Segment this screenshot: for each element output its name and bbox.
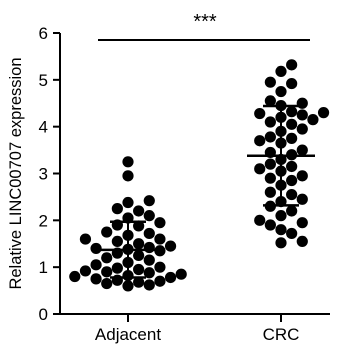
data-point xyxy=(154,217,166,229)
data-point xyxy=(175,268,187,280)
axes xyxy=(59,33,330,315)
data-point xyxy=(254,214,266,226)
data-point xyxy=(133,205,145,217)
data-point xyxy=(286,205,298,217)
data-point xyxy=(264,219,276,231)
data-point xyxy=(307,114,319,126)
data-point xyxy=(264,76,276,88)
data-point xyxy=(122,280,134,292)
data-point xyxy=(286,160,298,173)
data-point xyxy=(164,240,177,252)
data-point xyxy=(264,95,276,107)
data-point xyxy=(296,109,308,121)
data-point xyxy=(122,170,134,182)
x-tick-label: CRC xyxy=(263,325,300,344)
x-tick-label: Adjacent xyxy=(95,325,161,344)
data-point xyxy=(275,210,287,222)
data-point xyxy=(90,242,102,255)
data-point xyxy=(254,107,266,120)
data-point xyxy=(286,132,298,144)
data-point xyxy=(111,203,123,215)
data-point xyxy=(296,123,308,135)
data-point xyxy=(143,267,155,279)
data-point xyxy=(296,193,308,205)
data-point xyxy=(286,174,298,187)
data-point xyxy=(122,196,134,209)
data-point xyxy=(79,265,92,277)
data-point xyxy=(133,263,145,276)
data-point xyxy=(101,252,113,264)
data-point xyxy=(254,135,266,147)
data-point xyxy=(164,271,177,284)
data-point xyxy=(286,188,298,201)
data-point xyxy=(275,85,287,98)
data-point xyxy=(286,118,298,130)
data-point xyxy=(101,277,113,290)
data-point xyxy=(133,220,145,232)
data-point xyxy=(317,107,330,119)
y-tick-label: 5 xyxy=(39,71,48,90)
data-point xyxy=(286,227,298,240)
y-tick-label: 2 xyxy=(39,211,48,230)
data-point xyxy=(286,106,298,118)
data-point xyxy=(101,226,113,238)
data-point xyxy=(90,273,102,285)
data-point xyxy=(264,158,276,170)
data-points xyxy=(69,59,330,292)
data-point xyxy=(296,235,308,248)
data-point xyxy=(154,261,166,273)
y-tick-label: 3 xyxy=(39,165,48,184)
data-point xyxy=(122,156,134,168)
y-tick-label: 6 xyxy=(39,24,48,43)
significance-annotation: *** xyxy=(98,11,310,41)
data-point xyxy=(143,195,155,207)
data-point xyxy=(111,235,123,248)
significance-stars: *** xyxy=(193,11,217,33)
data-point xyxy=(111,262,123,274)
data-point xyxy=(264,172,276,184)
data-point xyxy=(275,224,287,236)
data-point xyxy=(264,186,276,198)
data-point xyxy=(101,266,113,278)
data-point xyxy=(275,237,287,249)
y-axis-title: Relative LINC00707 expression xyxy=(7,57,25,289)
y-ticks: 0 1 2 3 4 5 6 xyxy=(39,24,60,324)
data-point xyxy=(296,97,308,109)
data-point xyxy=(143,254,155,266)
y-tick-label: 4 xyxy=(39,118,48,137)
data-point xyxy=(154,233,166,245)
data-point xyxy=(286,77,298,90)
data-point xyxy=(143,227,155,240)
data-point xyxy=(264,131,276,143)
data-point xyxy=(296,217,308,229)
data-point xyxy=(69,270,81,283)
data-point xyxy=(79,233,92,245)
data-point xyxy=(286,59,298,71)
data-point xyxy=(143,210,155,222)
data-point xyxy=(154,275,166,287)
x-ticks: Adjacent CRC xyxy=(95,314,300,344)
data-point xyxy=(254,163,266,175)
data-point xyxy=(133,276,145,288)
y-tick-label: 0 xyxy=(39,305,48,324)
data-point xyxy=(264,116,276,128)
data-point xyxy=(90,259,102,271)
data-point xyxy=(296,170,308,182)
data-point xyxy=(133,238,145,250)
data-point xyxy=(275,65,287,78)
y-tick-label: 1 xyxy=(39,258,48,277)
data-point xyxy=(143,241,155,254)
data-point xyxy=(296,144,308,156)
data-point xyxy=(143,279,155,291)
data-point xyxy=(133,249,145,262)
error-bars xyxy=(94,104,315,279)
